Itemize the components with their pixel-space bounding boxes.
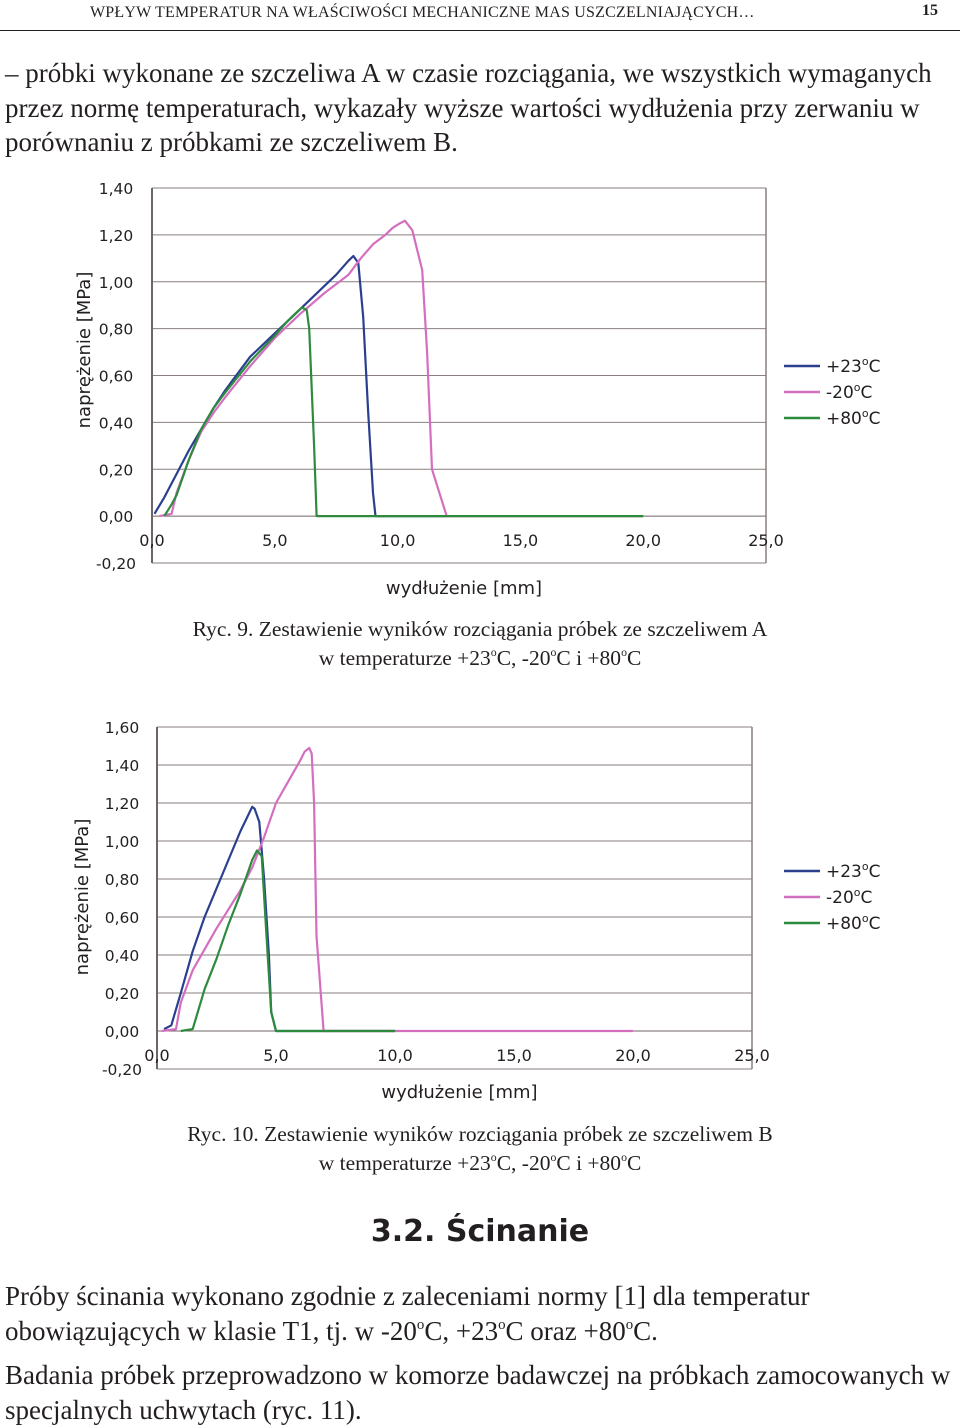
y-tick-label: 0,80 xyxy=(99,321,134,339)
paragraph-3: Badania próbek przeprowadzono w komorze … xyxy=(5,1360,951,1425)
x-tick-label: 25,0 xyxy=(748,531,784,550)
figure-9-caption-line1: Ryc. 9. Zestawienie wyników rozciągania … xyxy=(192,617,768,641)
y-tick-label: 1,20 xyxy=(99,227,134,245)
legend-unit: C xyxy=(869,357,881,377)
legend-unit: C xyxy=(869,914,881,934)
x-tick-label: 5,0 xyxy=(263,1046,288,1065)
legend-degree: o xyxy=(862,355,869,368)
figure-9-caption: Ryc. 9. Zestawienie wyników rozciągania … xyxy=(192,617,768,670)
legend-temp: -20 xyxy=(826,888,854,908)
y-tick-label: 0,40 xyxy=(105,947,140,965)
legend-temp: +80 xyxy=(826,409,862,429)
figure-10-caption: Ryc. 10. Zestawienie wyników rozciągania… xyxy=(187,1122,773,1175)
legend-temp: +23 xyxy=(826,862,862,882)
x-axis-title: wydłużenie [mm] xyxy=(381,1082,537,1103)
legend-label-1: -20oC xyxy=(826,886,872,908)
x-axis-title: wydłużenie [mm] xyxy=(386,578,542,599)
x-tick-label: 15,0 xyxy=(496,1046,532,1065)
legend-degree: o xyxy=(862,912,869,925)
legend-temp: -20 xyxy=(826,383,854,403)
series-line-1 xyxy=(159,219,644,518)
legend-unit: C xyxy=(861,888,873,908)
section-heading: 3.2. Ścinanie xyxy=(370,1214,590,1249)
y-tick-label: 0,20 xyxy=(99,461,134,479)
y-tick-label: 0,60 xyxy=(99,368,134,386)
legend-degree: o xyxy=(854,381,861,394)
x-tick-label: 25,0 xyxy=(734,1046,770,1065)
legend-label-0: +23oC xyxy=(826,860,881,882)
x-tick-label: 0,0 xyxy=(144,1046,169,1065)
figure-10-caption-line1: Ryc. 10. Zestawienie wyników rozciągania… xyxy=(187,1122,773,1146)
series-line-2 xyxy=(180,849,395,1033)
y-tick-label: 1,40 xyxy=(99,180,134,198)
y-tick-label: 1,00 xyxy=(99,274,134,292)
x-tick-label: 10,0 xyxy=(380,531,416,550)
paragraph-2: Próby ścinania wykonano zgodnie z zalece… xyxy=(5,1281,810,1346)
y-tick-label: 1,60 xyxy=(105,719,140,737)
y-axis-title: naprężenie [MPa] xyxy=(72,819,93,976)
intro-paragraph: – próbki wykonane ze szczeliwa A w czasi… xyxy=(5,58,932,157)
y-tick-label: 0,80 xyxy=(105,871,140,889)
y-tick-label: -0,20 xyxy=(96,555,136,573)
x-tick-label: 20,0 xyxy=(615,1046,651,1065)
legend-degree: o xyxy=(862,407,869,420)
legend-degree: o xyxy=(862,860,869,873)
series-line-0 xyxy=(153,254,447,518)
header-rule xyxy=(0,30,960,31)
y-axis-title: naprężenie [MPa] xyxy=(74,272,95,429)
y-tick-label: 1,00 xyxy=(105,833,140,851)
x-tick-label: 10,0 xyxy=(377,1046,413,1065)
y-tick-label: 0,00 xyxy=(99,508,134,526)
x-tick-label: 15,0 xyxy=(503,531,539,550)
legend-degree: o xyxy=(854,886,861,899)
legend-label-1: -20oC xyxy=(826,381,872,403)
legend-temp: +80 xyxy=(826,914,862,934)
running-head: WPŁYW TEMPERATUR NA WŁAŚCIWOŚCI MECHANIC… xyxy=(90,4,755,21)
legend-unit: C xyxy=(869,409,881,429)
x-tick-label: 0,0 xyxy=(139,531,164,550)
figure-10-chart: -0,20 0,00 0,20 0,40 0,60 0,80 1,00 1,20 1,40 1,6… xyxy=(72,719,881,1103)
y-tick-label: 0,40 xyxy=(99,414,134,432)
series-line-0 xyxy=(163,805,395,1033)
x-tick-label: 5,0 xyxy=(262,531,287,550)
page-number: 15 xyxy=(922,2,938,19)
legend-unit: C xyxy=(861,383,873,403)
legend-label-2: +80oC xyxy=(826,912,881,934)
series-line-1 xyxy=(161,746,633,1033)
legend-label-2: +80oC xyxy=(826,407,881,429)
series-line-2 xyxy=(163,306,644,518)
y-tick-label: 0,60 xyxy=(105,909,140,927)
legend-label-0: +23oC xyxy=(826,355,881,377)
y-tick-label: 1,20 xyxy=(105,795,140,813)
y-tick-label: -0,20 xyxy=(102,1061,142,1079)
y-tick-label: 0,20 xyxy=(105,985,140,1003)
figure-9-chart: -0,20 0,00 0,20 0,40 0,60 0,80 1,00 1,20 1,40 0,0… xyxy=(74,180,881,599)
y-tick-label: 0,00 xyxy=(105,1023,140,1041)
y-tick-label: 1,40 xyxy=(105,757,140,775)
legend-unit: C xyxy=(869,862,881,882)
x-tick-label: 20,0 xyxy=(625,531,661,550)
legend-temp: +23 xyxy=(826,357,862,377)
